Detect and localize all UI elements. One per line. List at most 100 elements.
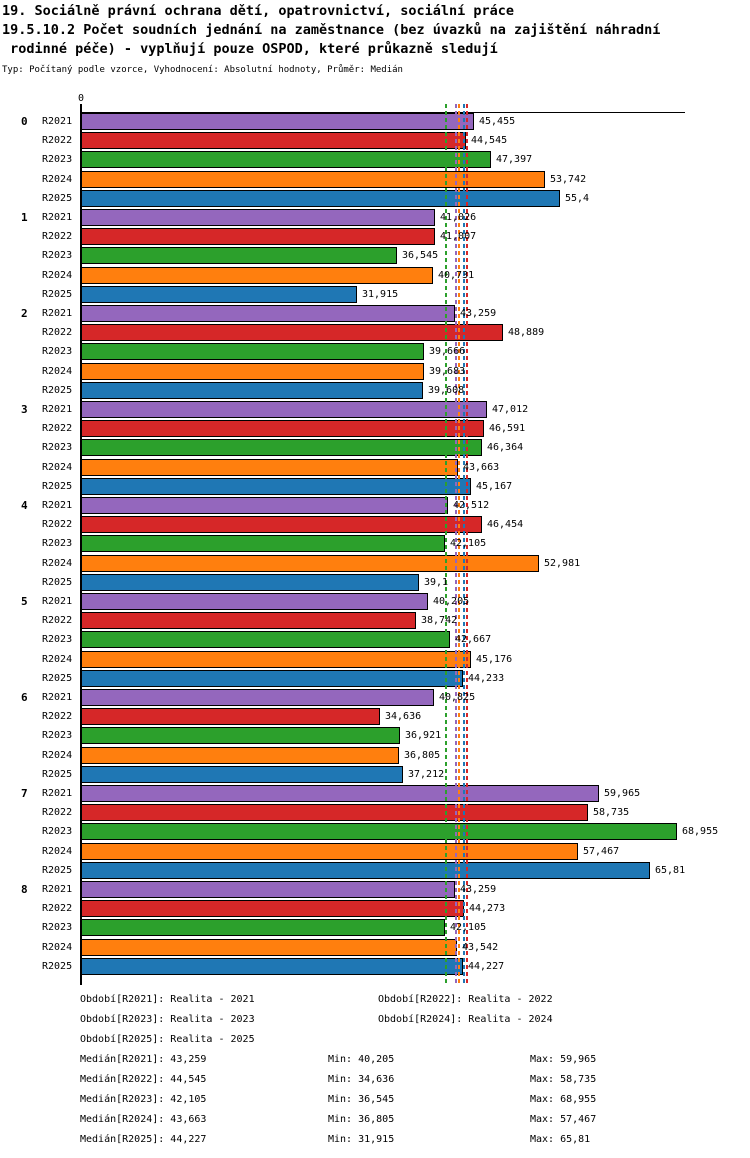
legend-item-r2021: Období[R2021]: Realita - 2021 bbox=[80, 994, 255, 1005]
bar-value-label-r2021-g2: 43,259 bbox=[460, 308, 497, 319]
bar-value-label-r2021-g7: 59,965 bbox=[604, 788, 641, 799]
bar-value-label-r2021-g1: 41,026 bbox=[440, 212, 477, 223]
bar-r2023-g0 bbox=[81, 151, 491, 169]
category-label-1: 1 bbox=[21, 211, 28, 224]
bar-r2025-g0 bbox=[81, 189, 560, 207]
series-label-r2023-g7: R2023 bbox=[42, 826, 73, 838]
bar-value-label-r2024-g7: 57,467 bbox=[583, 845, 620, 857]
bar-value-label-r2025-g8: 44,227 bbox=[468, 960, 505, 972]
stat-max-r2023: Max: 68,955 bbox=[530, 1094, 597, 1105]
bar-value-label-r2025-g7: 65,81 bbox=[655, 864, 686, 876]
bar-value-label-r2024-g1: 40,731 bbox=[438, 269, 475, 281]
chart-subtitle: Typ: Počítaný podle vzorce, Vyhodnocení:… bbox=[2, 65, 403, 75]
bar-r2021-g7 bbox=[81, 785, 599, 802]
bar-r2025-g3 bbox=[81, 477, 471, 495]
legend-item-r2025: Období[R2025]: Realita - 2025 bbox=[80, 1034, 255, 1045]
bar-value-label-r2023-g7: 68,955 bbox=[682, 826, 719, 838]
category-label-4: 4 bbox=[21, 499, 28, 512]
series-label-r2023-g6: R2023 bbox=[42, 730, 73, 742]
bar-r2023-g5 bbox=[81, 631, 450, 649]
series-label-r2025-g0: R2025 bbox=[42, 192, 73, 204]
median-line-r2024 bbox=[458, 104, 460, 985]
legend-item-r2024: Období[R2024]: Realita - 2024 bbox=[378, 1014, 553, 1025]
bar-value-label-r2021-g8: 43,259 bbox=[460, 884, 497, 895]
legend-item-r2022: Období[R2022]: Realita - 2022 bbox=[378, 994, 553, 1005]
bar-r2024-g3 bbox=[81, 458, 458, 476]
bar-r2025-g5 bbox=[81, 669, 463, 687]
series-label-r2022-g6: R2022 bbox=[42, 711, 73, 723]
bar-r2021-g3 bbox=[81, 401, 487, 418]
bar-value-label-r2021-g0: 45,455 bbox=[479, 116, 516, 127]
bar-r2021-g6 bbox=[81, 689, 434, 706]
series-label-r2025-g2: R2025 bbox=[42, 384, 73, 396]
bar-r2023-g2 bbox=[81, 343, 424, 361]
series-label-r2025-g5: R2025 bbox=[42, 672, 73, 684]
median-line-r2023 bbox=[445, 104, 447, 985]
stat-median-r2025: Medián[R2025]: 44,227 bbox=[80, 1134, 207, 1145]
bar-value-label-r2025-g0: 55,4 bbox=[565, 192, 590, 204]
series-label-r2025-g3: R2025 bbox=[42, 480, 73, 492]
bar-value-label-r2023-g5: 42,667 bbox=[455, 634, 492, 646]
median-line-r2022 bbox=[466, 104, 468, 985]
bar-value-label-r2022-g0: 44,545 bbox=[471, 135, 508, 147]
bar-value-label-r2024-g6: 36,805 bbox=[404, 749, 441, 761]
series-label-r2022-g8: R2022 bbox=[42, 903, 73, 915]
series-label-r2021-g2: R2021 bbox=[42, 308, 73, 319]
category-label-2: 2 bbox=[21, 307, 28, 320]
bar-r2022-g4 bbox=[81, 516, 482, 534]
bar-value-label-r2023-g0: 47,397 bbox=[496, 154, 533, 166]
bar-value-label-r2023-g1: 36,545 bbox=[402, 250, 439, 262]
stat-min-r2025: Min: 31,915 bbox=[328, 1134, 395, 1145]
series-label-r2021-g1: R2021 bbox=[42, 212, 73, 223]
stat-median-r2021: Medián[R2021]: 43,259 bbox=[80, 1054, 207, 1065]
series-label-r2021-g3: R2021 bbox=[42, 404, 73, 415]
bar-r2021-g8 bbox=[81, 881, 455, 898]
series-label-r2024-g4: R2024 bbox=[42, 557, 73, 569]
bar-value-label-r2025-g4: 39,1 bbox=[424, 576, 449, 588]
bar-r2024-g7 bbox=[81, 842, 578, 860]
category-label-5: 5 bbox=[21, 595, 28, 608]
stat-max-r2024: Max: 57,467 bbox=[530, 1114, 597, 1125]
bar-value-label-r2022-g3: 46,591 bbox=[489, 423, 526, 435]
bar-value-label-r2025-g5: 44,233 bbox=[468, 672, 505, 684]
bar-value-label-r2023-g6: 36,921 bbox=[405, 730, 442, 742]
stat-min-r2021: Min: 40,205 bbox=[328, 1054, 395, 1065]
series-label-r2022-g2: R2022 bbox=[42, 327, 73, 339]
stat-max-r2022: Max: 58,735 bbox=[530, 1074, 597, 1085]
bar-r2024-g0 bbox=[81, 170, 545, 188]
series-label-r2021-g8: R2021 bbox=[42, 884, 73, 895]
series-label-r2024-g3: R2024 bbox=[42, 461, 73, 473]
stat-min-r2022: Min: 34,636 bbox=[328, 1074, 395, 1085]
bar-r2022-g5 bbox=[81, 612, 416, 630]
bar-r2022-g8 bbox=[81, 900, 464, 918]
bar-value-label-r2025-g3: 45,167 bbox=[476, 480, 513, 492]
bar-value-label-r2022-g4: 46,454 bbox=[487, 519, 524, 531]
median-line-r2025 bbox=[463, 104, 465, 985]
bar-r2025-g2 bbox=[81, 381, 423, 399]
bar-value-label-r2022-g6: 34,636 bbox=[385, 711, 422, 723]
series-label-r2021-g0: R2021 bbox=[42, 116, 73, 127]
bar-value-label-r2021-g5: 40,205 bbox=[433, 596, 470, 607]
bar-r2021-g0 bbox=[81, 113, 474, 130]
bar-value-label-r2023-g4: 42,105 bbox=[450, 538, 487, 550]
bar-r2022-g3 bbox=[81, 420, 484, 438]
bar-value-label-r2022-g1: 41,007 bbox=[440, 231, 477, 243]
bar-r2022-g0 bbox=[81, 132, 466, 150]
bar-r2023-g7 bbox=[81, 823, 677, 841]
category-label-6: 6 bbox=[21, 691, 28, 704]
stat-median-r2022: Medián[R2022]: 44,545 bbox=[80, 1074, 207, 1085]
bar-r2022-g7 bbox=[81, 804, 588, 822]
series-label-r2022-g1: R2022 bbox=[42, 231, 73, 243]
series-label-r2022-g3: R2022 bbox=[42, 423, 73, 435]
series-label-r2024-g6: R2024 bbox=[42, 749, 73, 761]
series-label-r2022-g0: R2022 bbox=[42, 135, 73, 147]
chart-title-line-3: rodinné péče) - vyplňují pouze OSPOD, kt… bbox=[2, 41, 498, 57]
series-label-r2023-g4: R2023 bbox=[42, 538, 73, 550]
bar-value-label-r2024-g4: 52,981 bbox=[544, 557, 581, 569]
bar-r2021-g5 bbox=[81, 593, 428, 610]
stat-min-r2024: Min: 36,805 bbox=[328, 1114, 395, 1125]
bar-r2025-g8 bbox=[81, 957, 463, 975]
series-label-r2021-g5: R2021 bbox=[42, 596, 73, 607]
bar-r2021-g2 bbox=[81, 305, 455, 322]
